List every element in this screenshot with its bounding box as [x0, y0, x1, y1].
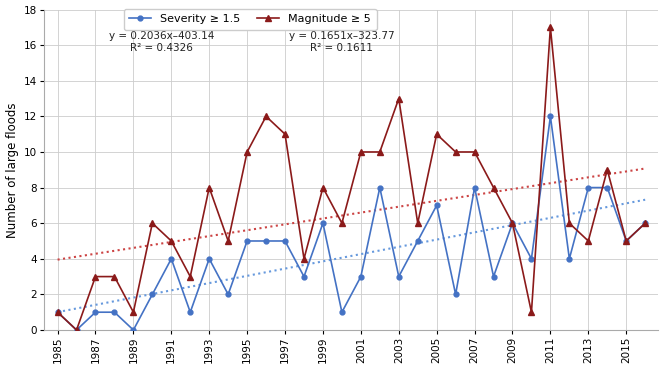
Severity ≥ 1.5	[72, 328, 80, 332]
Magnitude ≥ 5	[262, 114, 270, 118]
Severity ≥ 1.5	[357, 275, 365, 279]
Severity ≥ 1.5	[489, 275, 497, 279]
Magnitude ≥ 5	[224, 239, 232, 243]
Severity ≥ 1.5	[584, 185, 592, 190]
Magnitude ≥ 5	[54, 310, 62, 314]
Line: Magnitude ≥ 5: Magnitude ≥ 5	[54, 24, 648, 333]
Text: y = 0.2036x–403.14
R² = 0.4326: y = 0.2036x–403.14 R² = 0.4326	[109, 31, 214, 52]
Magnitude ≥ 5	[584, 239, 592, 243]
Magnitude ≥ 5	[187, 275, 195, 279]
Severity ≥ 1.5	[376, 185, 384, 190]
Magnitude ≥ 5	[471, 150, 479, 154]
Magnitude ≥ 5	[281, 132, 289, 137]
Magnitude ≥ 5	[338, 221, 346, 225]
Y-axis label: Number of large floods: Number of large floods	[5, 102, 19, 238]
Legend: Severity ≥ 1.5, Magnitude ≥ 5: Severity ≥ 1.5, Magnitude ≥ 5	[124, 9, 376, 30]
Magnitude ≥ 5	[300, 256, 308, 261]
Severity ≥ 1.5	[243, 239, 251, 243]
Severity ≥ 1.5	[338, 310, 346, 314]
Magnitude ≥ 5	[433, 132, 441, 137]
Severity ≥ 1.5	[471, 185, 479, 190]
Severity ≥ 1.5	[641, 221, 649, 225]
Severity ≥ 1.5	[92, 310, 100, 314]
Severity ≥ 1.5	[205, 256, 213, 261]
Magnitude ≥ 5	[641, 221, 649, 225]
Magnitude ≥ 5	[319, 185, 327, 190]
Severity ≥ 1.5	[167, 256, 175, 261]
Severity ≥ 1.5	[565, 256, 573, 261]
Severity ≥ 1.5	[414, 239, 422, 243]
Severity ≥ 1.5	[452, 292, 459, 297]
Magnitude ≥ 5	[395, 96, 403, 101]
Magnitude ≥ 5	[357, 150, 365, 154]
Severity ≥ 1.5	[604, 185, 612, 190]
Magnitude ≥ 5	[527, 310, 535, 314]
Magnitude ≥ 5	[110, 275, 118, 279]
Severity ≥ 1.5	[509, 221, 517, 225]
Magnitude ≥ 5	[546, 25, 554, 30]
Magnitude ≥ 5	[243, 150, 251, 154]
Severity ≥ 1.5	[300, 275, 308, 279]
Severity ≥ 1.5	[148, 292, 156, 297]
Magnitude ≥ 5	[604, 168, 612, 172]
Magnitude ≥ 5	[452, 150, 459, 154]
Magnitude ≥ 5	[129, 310, 137, 314]
Magnitude ≥ 5	[167, 239, 175, 243]
Severity ≥ 1.5	[129, 328, 137, 332]
Magnitude ≥ 5	[565, 221, 573, 225]
Severity ≥ 1.5	[319, 221, 327, 225]
Severity ≥ 1.5	[281, 239, 289, 243]
Severity ≥ 1.5	[395, 275, 403, 279]
Magnitude ≥ 5	[622, 239, 630, 243]
Severity ≥ 1.5	[622, 239, 630, 243]
Magnitude ≥ 5	[414, 221, 422, 225]
Severity ≥ 1.5	[262, 239, 270, 243]
Severity ≥ 1.5	[187, 310, 195, 314]
Text: y = 0.1651x–323.77
R² = 0.1611: y = 0.1651x–323.77 R² = 0.1611	[289, 31, 394, 52]
Severity ≥ 1.5	[224, 292, 232, 297]
Magnitude ≥ 5	[205, 185, 213, 190]
Severity ≥ 1.5	[546, 114, 554, 118]
Magnitude ≥ 5	[509, 221, 517, 225]
Magnitude ≥ 5	[489, 185, 497, 190]
Severity ≥ 1.5	[54, 310, 62, 314]
Severity ≥ 1.5	[110, 310, 118, 314]
Magnitude ≥ 5	[148, 221, 156, 225]
Magnitude ≥ 5	[92, 275, 100, 279]
Magnitude ≥ 5	[376, 150, 384, 154]
Severity ≥ 1.5	[527, 256, 535, 261]
Line: Severity ≥ 1.5: Severity ≥ 1.5	[55, 114, 647, 332]
Magnitude ≥ 5	[72, 328, 80, 332]
Severity ≥ 1.5	[433, 203, 441, 208]
